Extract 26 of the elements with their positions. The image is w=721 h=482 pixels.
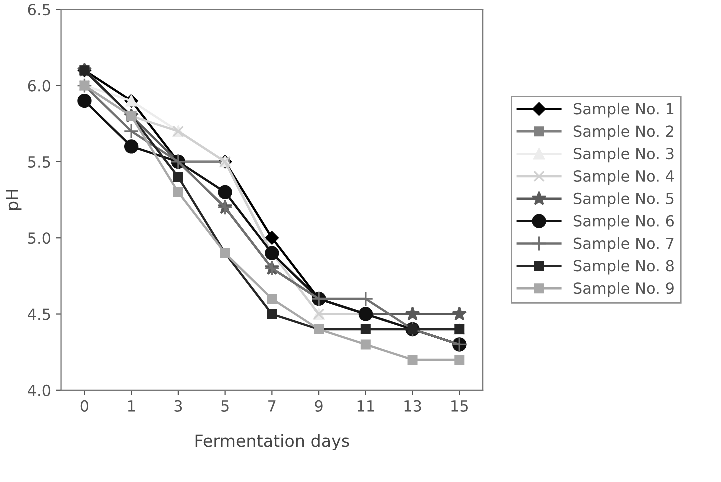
y-tick-label: 4.5	[28, 308, 50, 320]
y-tick-label: 4.0	[28, 384, 51, 396]
x-tick-label: 9	[315, 400, 323, 412]
x-axis-title: Fermentation days	[196, 434, 350, 451]
y-tick-label: 6.5	[28, 4, 50, 16]
legend-label: Sample No. 5	[574, 192, 674, 208]
y-axis-title: pH	[6, 190, 22, 210]
x-tick-label: 5	[222, 400, 229, 412]
legend-label: Sample No. 9	[574, 282, 674, 298]
x-tick-label: 1	[128, 400, 136, 412]
y-tick-label: 6.0	[28, 80, 51, 92]
legend-label: Sample No. 2	[574, 125, 674, 140]
legend-label: Sample No. 7	[574, 237, 674, 252]
legend-label: Sample No. 6	[574, 215, 674, 230]
x-tick-label: 3	[174, 400, 182, 412]
legend-label: Sample No. 8	[574, 260, 674, 275]
x-tick-label: 15	[452, 400, 468, 412]
x-tick-label: 11	[358, 400, 374, 412]
x-tick-label: 0	[80, 400, 89, 412]
x-tick-label: 7	[268, 400, 276, 412]
y-tick-label: 5.5	[28, 156, 50, 168]
legend-label: Sample No. 1	[574, 102, 674, 118]
y-tick-label: 5.0	[28, 232, 51, 244]
legend-label: Sample No. 4	[574, 170, 674, 185]
x-tick-label: 13	[404, 400, 422, 412]
legend-label: Sample No. 3	[574, 148, 674, 163]
